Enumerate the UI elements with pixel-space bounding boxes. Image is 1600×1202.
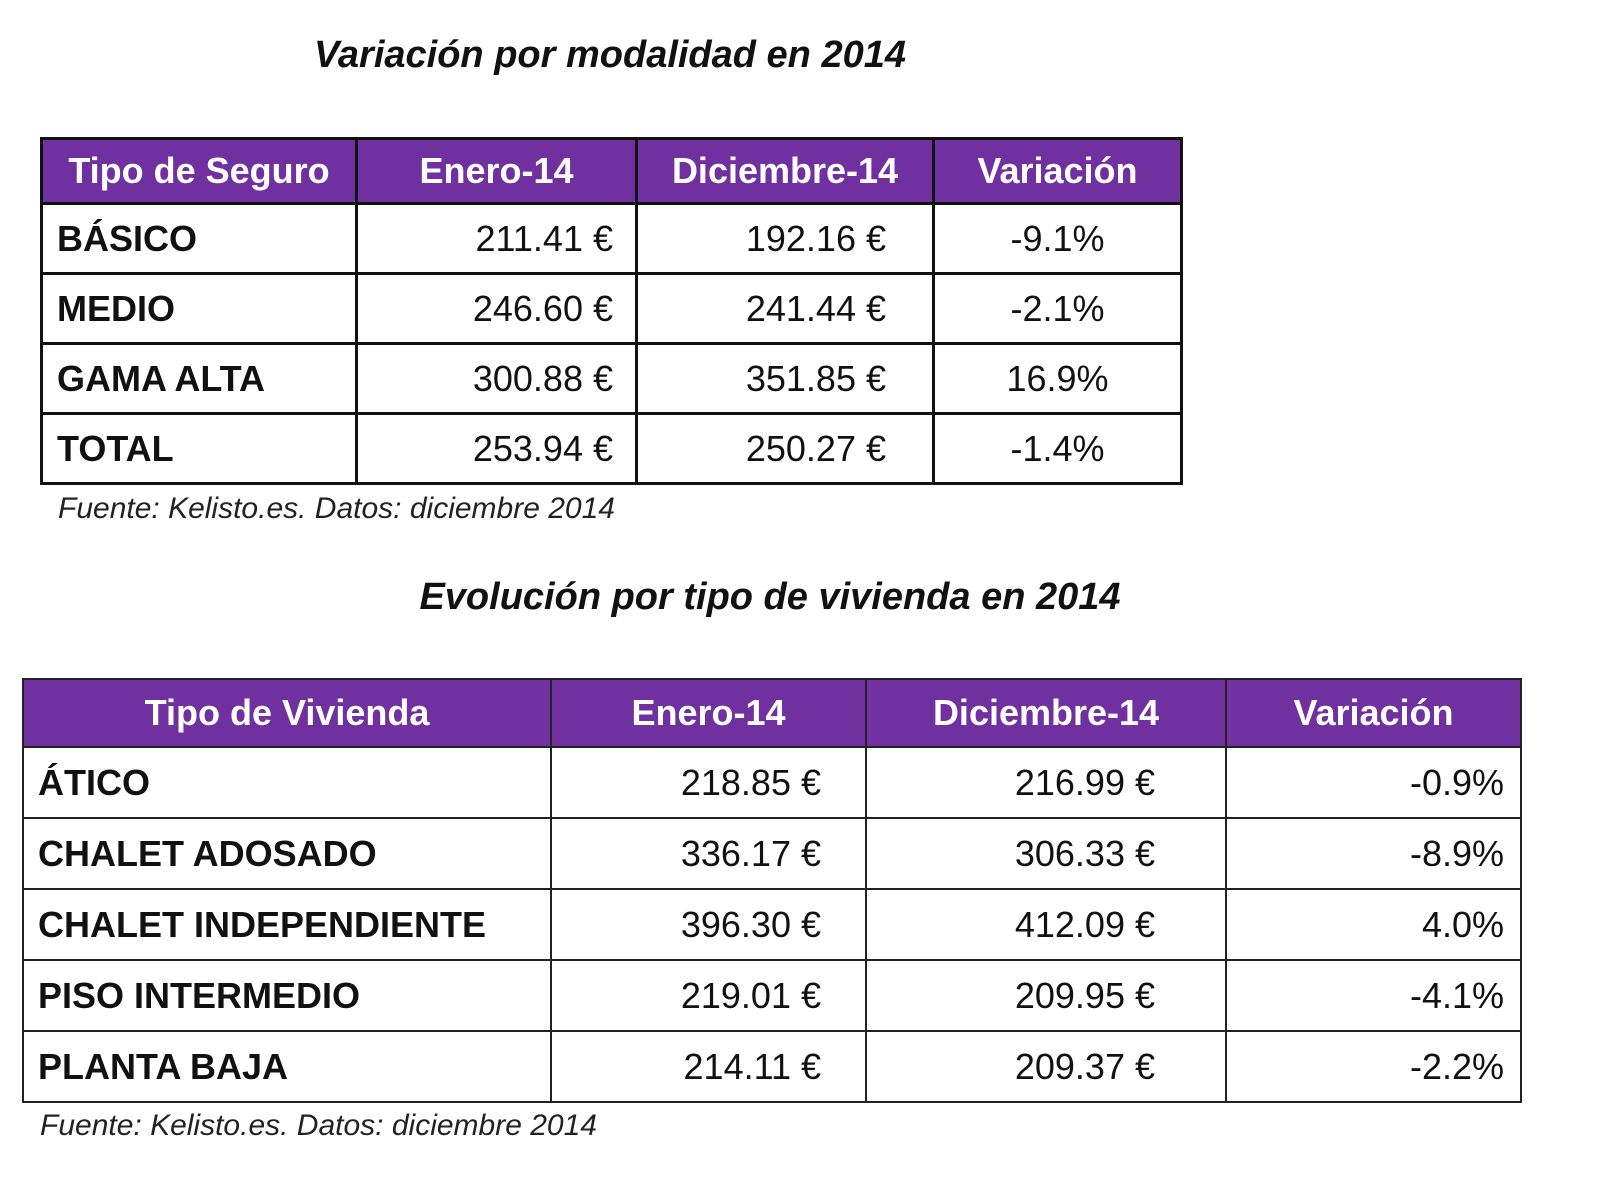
column-header: Enero-14 bbox=[355, 137, 638, 205]
cell: 219.01 € bbox=[550, 959, 867, 1032]
cell: -0.9% bbox=[1225, 746, 1522, 819]
table-row: TOTAL 253.94 €250.27 € -1.4% bbox=[40, 412, 1183, 485]
table-row: BÁSICO 211.41 €192.16 € -9.1% bbox=[40, 202, 1183, 275]
cell: 300.88 € bbox=[355, 342, 638, 415]
cell: 216.99 € bbox=[865, 746, 1227, 819]
table-title: Evolución por tipo de vivienda en 2014 bbox=[419, 576, 1121, 618]
column-header: Enero-14 bbox=[550, 678, 867, 748]
cell: 192.16 € bbox=[635, 202, 935, 275]
cell: 214.11 € bbox=[550, 1030, 867, 1103]
table-title: Variación por modalidad en 2014 bbox=[313, 34, 906, 76]
row-label: PISO INTERMEDIO bbox=[22, 959, 552, 1032]
table-row: MEDIO 246.60 €241.44 € -2.1% bbox=[40, 272, 1183, 345]
cell: 211.41 € bbox=[355, 202, 638, 275]
table-row: GAMA ALTA 300.88 €351.85 €16.9% bbox=[40, 342, 1183, 415]
cell: -4.1% bbox=[1225, 959, 1522, 1032]
table-row: PISO INTERMEDIO 219.01 €209.95 € -4.1% bbox=[22, 959, 1522, 1032]
row-label: ÁTICO bbox=[22, 746, 552, 819]
table-row: ÁTICO 218.85 €216.99 € -0.9% bbox=[22, 746, 1522, 819]
cell: -1.4% bbox=[932, 412, 1183, 485]
cell: -2.1% bbox=[932, 272, 1183, 345]
cell: 412.09 € bbox=[865, 888, 1227, 961]
cell: 396.30 € bbox=[550, 888, 867, 961]
cell: 4.0% bbox=[1225, 888, 1522, 961]
cell: -9.1% bbox=[932, 202, 1183, 275]
row-label: CHALET ADOSADO bbox=[22, 817, 552, 890]
column-header: Variación bbox=[1225, 678, 1522, 748]
row-label: CHALET INDEPENDIENTE bbox=[22, 888, 552, 961]
row-label: MEDIO bbox=[40, 272, 358, 345]
row-label: BÁSICO bbox=[40, 202, 358, 275]
cell: 209.95 € bbox=[865, 959, 1227, 1032]
cell: 246.60 € bbox=[355, 272, 638, 345]
cell: 306.33 € bbox=[865, 817, 1227, 890]
table-row: PLANTA BAJA 214.11 €209.37 € -2.2% bbox=[22, 1030, 1522, 1103]
source-note: Fuente: Kelisto.es. Datos: diciembre 201… bbox=[58, 492, 615, 525]
cell: 209.37 € bbox=[865, 1030, 1227, 1103]
header-row: Tipo de Seguro Enero-14 Diciembre-14 Variac… bbox=[40, 137, 1183, 205]
column-header: Tipo de Seguro bbox=[40, 137, 358, 205]
cell: 250.27 € bbox=[635, 412, 935, 485]
cell: 241.44 € bbox=[635, 272, 935, 345]
source-note: Fuente: Kelisto.es. Datos: diciembre 201… bbox=[40, 1109, 597, 1142]
row-label: PLANTA BAJA bbox=[22, 1030, 552, 1103]
table: Tipo de Seguro Enero-14 Diciembre-14 Variac… bbox=[40, 137, 1183, 485]
column-header: Diciembre-14 bbox=[635, 137, 935, 205]
cell: 218.85 € bbox=[550, 746, 867, 819]
column-header: Variación bbox=[932, 137, 1183, 205]
cell: 253.94 € bbox=[355, 412, 638, 485]
table: Tipo de Vivienda Enero-14 Diciembre-14 Vari… bbox=[22, 678, 1522, 1103]
row-label: GAMA ALTA bbox=[40, 342, 358, 415]
cell: 336.17 € bbox=[550, 817, 867, 890]
header-row: Tipo de Vivienda Enero-14 Diciembre-14 Vari… bbox=[22, 678, 1522, 748]
row-label: TOTAL bbox=[40, 412, 358, 485]
table-row: CHALET ADOSADO 336.17 €306.33 € -8.9% bbox=[22, 817, 1522, 890]
cell: 351.85 € bbox=[635, 342, 935, 415]
table-row: CHALET INDEPENDIENTE 396.30 €412.09 €4.0% bbox=[22, 888, 1522, 961]
cell: 16.9% bbox=[932, 342, 1183, 415]
column-header: Tipo de Vivienda bbox=[22, 678, 552, 748]
cell: -2.2% bbox=[1225, 1030, 1522, 1103]
column-header: Diciembre-14 bbox=[865, 678, 1227, 748]
cell: -8.9% bbox=[1225, 817, 1522, 890]
